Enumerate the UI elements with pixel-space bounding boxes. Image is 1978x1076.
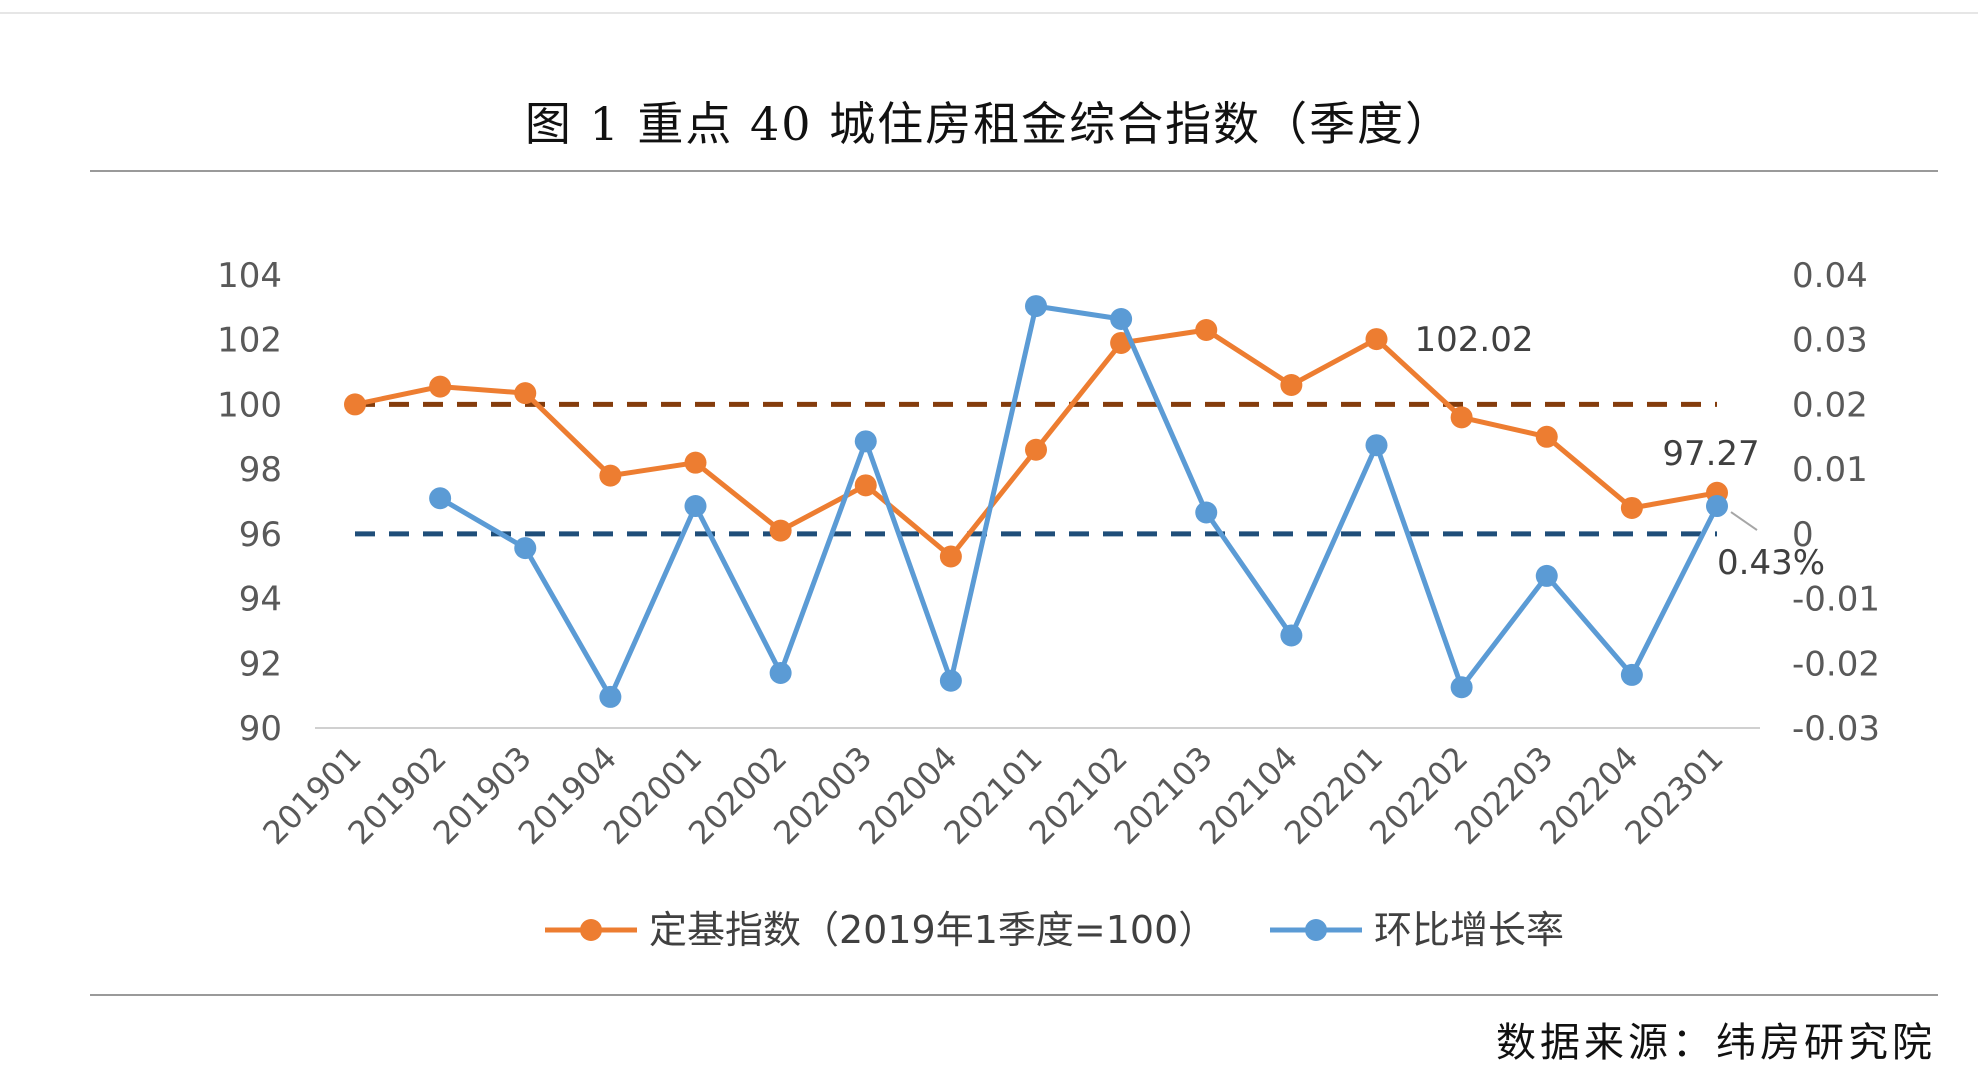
left-tick-label: 94 — [239, 580, 282, 620]
left-tick-label: 90 — [239, 709, 282, 749]
left-tick-label: 96 — [239, 515, 282, 555]
data-point — [1450, 406, 1473, 429]
data-point — [599, 464, 622, 487]
data-point — [1706, 495, 1728, 518]
data-point — [1365, 328, 1388, 351]
legend-label: 定基指数（2019年1季度=100） — [649, 908, 1216, 952]
right-tick-label: 0.04 — [1792, 256, 1868, 296]
data-point — [939, 545, 962, 568]
bottom-rule — [90, 994, 1938, 996]
data-point — [854, 474, 877, 497]
right-tick-label: 0.02 — [1792, 385, 1868, 425]
data-point — [429, 487, 452, 510]
data-point — [684, 495, 707, 518]
left-tick-label: 100 — [217, 385, 282, 425]
right-axis-ticks: -0.03 -0.02 -0.01 0 0.01 0.02 0.03 0.04 — [1792, 256, 1880, 749]
series-line-1 — [438, 303, 1720, 700]
data-point — [1365, 434, 1388, 457]
data-label: 102.02 — [1415, 320, 1534, 360]
left-tick-label: 92 — [239, 644, 282, 684]
left-axis-ticks: 90 92 94 96 98 100 102 104 — [217, 256, 282, 749]
data-point — [1535, 425, 1558, 448]
annotation-leader — [1730, 511, 1758, 531]
reference-lines — [355, 401, 1717, 537]
data-point — [1535, 564, 1558, 587]
left-tick-label: 98 — [239, 450, 282, 490]
left-tick-label: 102 — [217, 321, 282, 361]
right-tick-label: -0.01 — [1792, 580, 1880, 620]
data-point — [1195, 319, 1218, 342]
right-tick-label: -0.03 — [1792, 709, 1880, 749]
data-label: 97.27 — [1662, 434, 1759, 474]
legend-marker — [580, 919, 602, 941]
data-point — [514, 382, 537, 405]
right-tick-label: 0.01 — [1792, 450, 1868, 490]
data-point — [769, 519, 792, 542]
right-tick-label: 0.03 — [1792, 321, 1868, 361]
series-group — [344, 295, 1728, 708]
right-tick-label: 0 — [1792, 515, 1814, 555]
data-point — [939, 669, 962, 692]
legend-marker — [1305, 919, 1327, 941]
x-axis-ticks: 2019012019022019032019042020012020022020… — [255, 739, 1730, 852]
data-point — [684, 451, 707, 474]
data-point — [769, 661, 792, 684]
data-label: 0.43% — [1717, 543, 1825, 583]
left-tick-label: 104 — [217, 256, 282, 296]
data-point — [429, 375, 452, 398]
data-point — [1620, 663, 1643, 686]
annotations: 102.02 97.27 0.43% — [1415, 320, 1826, 583]
legend-label: 环比增长率 — [1374, 908, 1564, 952]
data-point — [1025, 295, 1047, 318]
legend: 定基指数（2019年1季度=100） 环比增长率 — [545, 908, 1564, 952]
right-tick-label: -0.02 — [1792, 644, 1880, 684]
source-note: 数据来源：纬房研究院 — [1496, 1020, 1936, 1066]
data-point — [1110, 308, 1133, 331]
title-rule — [90, 170, 1938, 172]
data-point — [1025, 438, 1047, 461]
data-point — [854, 430, 877, 453]
data-point — [1620, 496, 1643, 519]
data-point — [1280, 624, 1303, 647]
data-point — [514, 537, 537, 560]
data-point — [344, 393, 366, 416]
data-point — [1450, 676, 1473, 699]
top-rule — [0, 12, 1978, 14]
data-point — [1195, 501, 1218, 524]
data-point — [1280, 374, 1303, 397]
data-point — [599, 685, 622, 708]
chart-title: 图 1 重点 40 城住房租金综合指数（季度） — [524, 97, 1454, 151]
